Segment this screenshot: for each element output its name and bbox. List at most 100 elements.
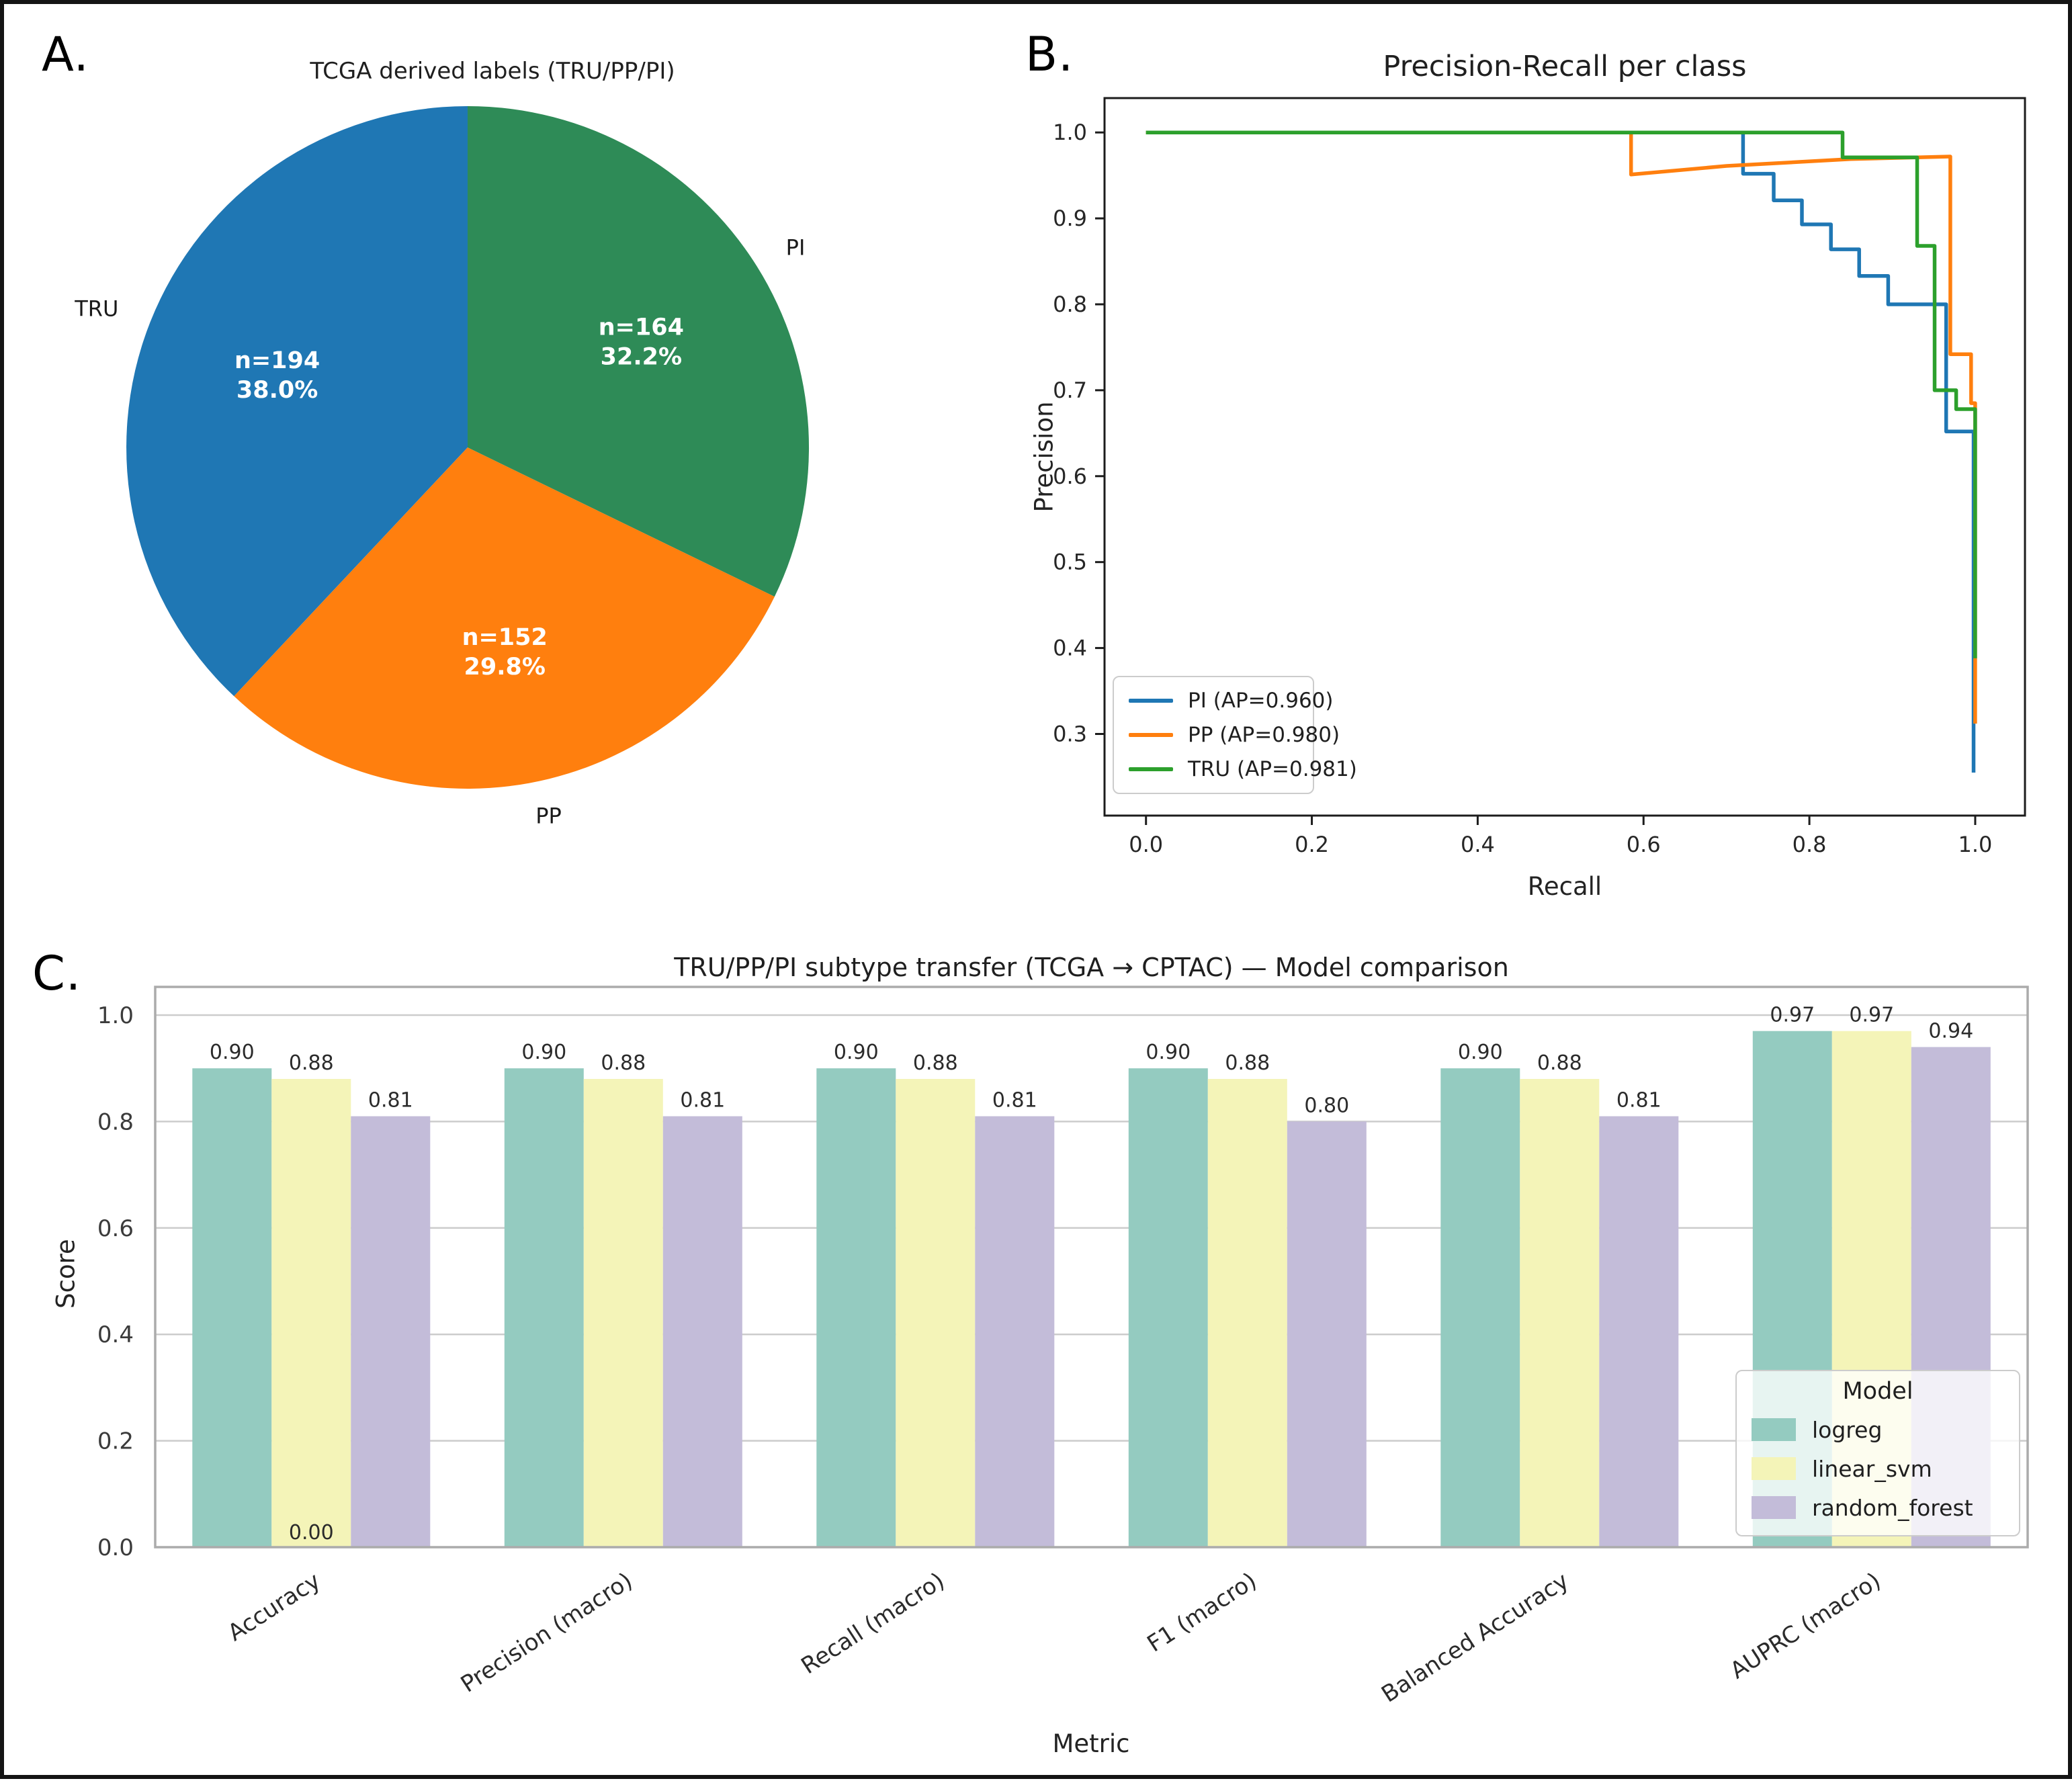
bar-ytick-label: 0.2 [97,1428,134,1455]
bar-xtick-label-2: Recall (macro) [796,1567,949,1680]
pr-xaxis-label: Recall [1527,872,1602,901]
pr-chart-title: Precision-Recall per class [1383,50,1747,83]
random-forest-swatch [1752,1496,1796,1519]
pr-legend-label-pi: PI (AP=0.960) [1188,689,1334,713]
bar-value-label: 0.88 [913,1051,958,1075]
tru-line-swatch [1129,767,1173,771]
pr-ytick-label: 0.9 [1053,206,1087,231]
bar-logreg-0 [192,1068,272,1547]
bar-value-label: 0.88 [289,1051,334,1075]
pr-legend: PI (AP=0.960) PP (AP=0.980) TRU (AP=0.98… [1113,676,1357,794]
bar-value-label: 0.90 [1458,1041,1503,1064]
bar-value-label: 0.90 [1146,1041,1191,1064]
bar-value-label: 0.81 [1616,1089,1661,1113]
bar-xtick-label-3: F1 (macro) [1143,1567,1262,1657]
pr-legend-label-pp: PP (AP=0.980) [1188,723,1340,747]
bar-legend-item-random-forest: random_forest [1737,1488,2019,1527]
bar-xtick-label-5: AUPRC (macro) [1725,1567,1885,1684]
bar-value-label: 0.80 [1304,1094,1349,1117]
bar-plot-background [155,987,2028,1547]
charts-graphics-layer: n=194 38.0% TRU n=152 29.8% PP n=164 32.2% PI 0.0… [74,97,2029,1708]
pr-xtick-label: 0.8 [1793,832,1827,857]
bar-value-label: 0.90 [210,1041,255,1064]
pie-value-tru: n=194 38.0% [234,347,320,404]
bar-logreg-3 [1128,1068,1208,1547]
pr-ytick-label: 1.0 [1053,120,1087,145]
pie-slice-pp [234,447,775,789]
panel-b-letter: B. [1025,27,1074,82]
pr-ytick-label: 0.8 [1053,292,1087,317]
bar-value-label: 0.81 [368,1089,413,1113]
pie-slice-tru [126,106,468,697]
bar-legend-label-random-forest: random_forest [1812,1494,1973,1521]
bar-legend-item-linear-svm: linear_svm [1737,1449,2019,1488]
bar-random_forest-3 [1287,1121,1367,1547]
bar-linear_svm-3 [1207,1079,1287,1547]
pr-xtick-label: 0.4 [1461,832,1495,857]
pr-ytick-label: 0.5 [1053,550,1087,575]
bar-xtick-label-1: Precision (macro) [456,1567,638,1698]
bar-ytick-label: 1.0 [97,1002,134,1029]
pie-slice-pi [468,105,810,597]
pie-value-pp: n=152 29.8% [462,624,548,681]
bar-value-label: 0.88 [601,1051,646,1075]
pr-curve-pi [1146,130,1976,773]
bar-linear_svm-1 [583,1079,663,1547]
pp-line-swatch [1129,733,1173,737]
bar-legend-item-logreg: logreg [1737,1410,2019,1449]
pr-yaxis-label: Precision [1029,401,1059,513]
pie-label-pp: PP [535,803,562,829]
bar-annotation: 0.00 [289,1521,334,1545]
bar-logreg-4 [1440,1068,1520,1547]
bar-xtick-label-0: Accuracy [223,1567,325,1647]
pi-line-swatch [1129,699,1173,703]
pr-xtick-label: 0.0 [1129,832,1163,857]
bar-logreg-1 [504,1068,584,1547]
pie-chart-title: TCGA derived labels (TRU/PP/PI) [310,58,675,85]
bar-chart-title: TRU/PP/PI subtype transfer (TCGA → CPTAC… [674,953,1509,982]
pie-label-tru: TRU [74,296,118,321]
bar-plot-border [154,986,2029,1549]
pr-xtick-label: 0.2 [1295,832,1329,857]
pie-label-pi: PI [786,235,806,261]
bar-linear_svm-0 [271,1079,351,1547]
pie-value-pi: n=164 32.2% [599,314,684,370]
pr-ytick-label: 0.3 [1053,721,1087,746]
panel-a-letter: A. [42,27,89,82]
pr-xtick-label: 1.0 [1958,832,1993,857]
bar-xaxis-label: Metric [1052,1729,1130,1758]
bar-legend-title: Model [1842,1378,1913,1405]
bar-yaxis-label: Score [51,1239,81,1309]
bar-random_forest-4 [1599,1116,1679,1547]
linear-svm-swatch [1752,1457,1796,1480]
bar-linear_svm-2 [896,1079,976,1547]
bar-legend-label-linear-svm: linear_svm [1812,1455,1932,1482]
bar-ytick-label: 0.8 [97,1108,134,1135]
pr-legend-item-pi: PI (AP=0.960) [1114,684,1334,718]
pr-legend-item-tru: TRU (AP=0.981) [1114,752,1357,786]
bar-value-label: 0.90 [834,1041,879,1064]
bar-value-label: 0.81 [680,1089,725,1113]
bar-random_forest-2 [975,1116,1055,1547]
bar-xtick-label-4: Balanced Accuracy [1377,1567,1573,1708]
logreg-swatch [1752,1418,1796,1441]
bar-value-label: 0.97 [1849,1004,1894,1027]
panel-c-letter: C. [32,946,82,1001]
pr-ytick-label: 0.7 [1053,378,1087,403]
pr-legend-label-tru: TRU (AP=0.981) [1188,756,1357,781]
bar-legend-label-logreg: logreg [1812,1416,1883,1443]
bar-legend: Model logreg linear_svm random_forest [1735,1370,2020,1536]
bar-ytick-label: 0.6 [97,1215,134,1242]
bar-logreg-2 [816,1068,896,1547]
bar-value-label: 0.88 [1225,1051,1270,1075]
bar-value-label: 0.90 [521,1041,566,1064]
pr-legend-item-pp: PP (AP=0.980) [1114,718,1340,752]
bar-value-label: 0.97 [1770,1004,1815,1027]
pr-curve-pp [1146,130,1977,724]
bar-ytick-label: 0.0 [97,1534,134,1561]
bar-random_forest-0 [351,1116,431,1547]
bar-value-label: 0.94 [1928,1020,1973,1043]
bar-value-label: 0.81 [992,1089,1037,1113]
bar-random_forest-1 [662,1116,742,1547]
bar-ytick-label: 0.4 [97,1321,134,1348]
